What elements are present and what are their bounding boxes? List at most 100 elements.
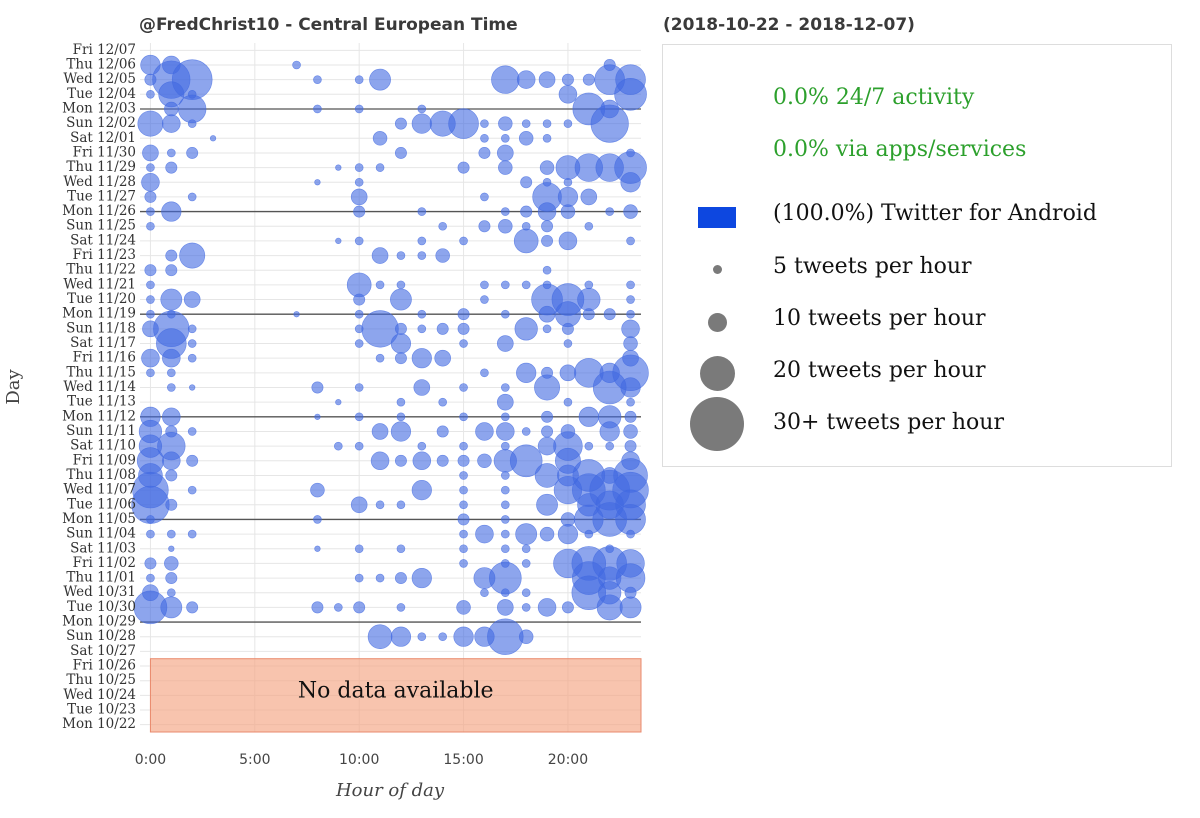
tweet-bubble	[335, 237, 342, 245]
tweet-bubble	[626, 397, 635, 407]
tweet-bubble	[394, 454, 407, 467]
tweet-bubble	[137, 110, 164, 137]
tweet-bubble	[292, 60, 301, 70]
legend-size-10: 10 tweets per hour	[773, 306, 986, 331]
tweet-bubble	[480, 295, 489, 304]
tweet-bubble	[141, 348, 160, 368]
tweet-bubble	[346, 272, 372, 298]
tweet-bubble	[459, 383, 468, 392]
tweet-bubble	[459, 544, 468, 554]
y-tick-label: Sat 11/17	[70, 335, 136, 351]
tweet-bubble	[496, 422, 515, 441]
tweet-bubble	[457, 454, 470, 467]
tweet-bubble	[411, 480, 432, 501]
tweet-bubble	[623, 336, 638, 351]
tweet-bubble	[370, 451, 390, 471]
tweet-bubble	[626, 236, 635, 246]
tweet-bubble	[623, 424, 638, 439]
y-tick-label: Mon 11/26	[62, 203, 136, 219]
tweet-bubble	[168, 545, 175, 552]
tweet-bubble	[354, 163, 364, 172]
tweet-bubble	[167, 148, 176, 158]
tweet-bubble	[626, 309, 635, 319]
tweet-bubble	[310, 482, 325, 498]
tweet-bubble	[334, 441, 343, 451]
tweet-bubble	[161, 201, 182, 222]
tweet-bubble	[563, 397, 573, 407]
x-tick-label: 15:00	[443, 752, 483, 768]
tweet-bubble	[165, 249, 178, 262]
tweet-bubble	[501, 515, 510, 524]
tweet-bubble	[498, 116, 513, 131]
y-tick-label: Thu 11/08	[66, 467, 136, 483]
tweet-bubble	[314, 179, 321, 186]
y-tick-label: Fri 10/26	[73, 658, 136, 674]
tweet-bubble	[480, 133, 489, 143]
y-tick-label: Thu 11/29	[66, 159, 136, 175]
tweet-bubble	[497, 335, 514, 352]
tweet-bubble	[390, 333, 412, 354]
tweet-bubble	[497, 144, 514, 162]
y-tick-label: Tue 11/13	[67, 394, 136, 410]
tweet-bubble	[626, 280, 635, 290]
y-tick-label: Sat 11/03	[70, 540, 136, 556]
tweet-bubble	[563, 339, 573, 348]
tweet-bubble	[146, 280, 155, 290]
tweet-bubble	[459, 529, 468, 539]
no-data-label: No data available	[298, 678, 494, 703]
y-tick-label: Mon 10/29	[62, 614, 136, 630]
legend-dot-20	[700, 356, 735, 391]
legend-size-20: 20 tweets per hour	[773, 358, 986, 383]
y-tick-label: Tue 10/23	[67, 702, 136, 718]
x-tick-label: 0:00	[135, 752, 166, 768]
tweet-bubble	[513, 228, 539, 254]
tweet-bubble	[434, 349, 451, 367]
tweet-bubble	[558, 85, 578, 104]
tweet-bubble	[498, 219, 513, 234]
tweet-bubble	[146, 163, 155, 172]
y-tick-label: Fri 11/09	[73, 452, 136, 468]
tweet-bubble	[578, 406, 599, 427]
tweet-bubble	[480, 368, 489, 378]
tweet-bubble	[453, 626, 474, 647]
tweet-bubble	[187, 529, 197, 539]
tweet-bubble	[516, 70, 536, 89]
y-tick-label: Sat 12/01	[70, 130, 136, 146]
tweet-bubble	[459, 441, 468, 451]
tweet-bubble	[394, 572, 407, 585]
tweet-bubble	[541, 425, 554, 438]
tweet-bubble	[375, 353, 385, 363]
date-range: (2018-10-22 - 2018-12-07)	[663, 15, 915, 35]
tweet-bubble	[582, 308, 595, 321]
tweet-bubble	[563, 177, 573, 187]
tweet-bubble	[167, 368, 176, 378]
x-tick-label: 10:00	[339, 752, 379, 768]
tweet-bubble	[334, 603, 343, 612]
tweet-bubble	[167, 588, 176, 598]
tweet-bubble	[369, 68, 391, 91]
tweet-bubble	[520, 205, 533, 218]
tweet-bubble	[518, 131, 534, 146]
legend-dot-30	[690, 397, 744, 451]
tweet-bubble	[515, 523, 538, 545]
tweet-bubble	[353, 205, 366, 218]
tweet-bubble	[534, 374, 561, 401]
tweet-bubble	[584, 221, 594, 231]
tweet-bubble	[501, 529, 510, 539]
tweet-bubble	[375, 280, 385, 290]
tweet-bubble	[538, 305, 556, 323]
tweet-bubble	[189, 384, 196, 391]
tweet-bubble	[584, 280, 594, 290]
tweet-bubble	[313, 75, 322, 84]
tweet-bubble	[186, 454, 199, 467]
tweet-bubble	[537, 202, 557, 221]
tweet-bubble	[160, 288, 183, 311]
y-tick-label: Sun 11/11	[66, 423, 136, 439]
tweet-bubble	[521, 119, 531, 128]
y-tick-label: Sat 11/10	[70, 438, 136, 454]
tweet-bubble	[475, 524, 494, 544]
tweet-bubble	[146, 529, 155, 539]
y-tick-label: Tue 11/27	[67, 188, 136, 204]
tweet-bubble	[501, 133, 510, 143]
tweet-bubble	[438, 397, 447, 407]
